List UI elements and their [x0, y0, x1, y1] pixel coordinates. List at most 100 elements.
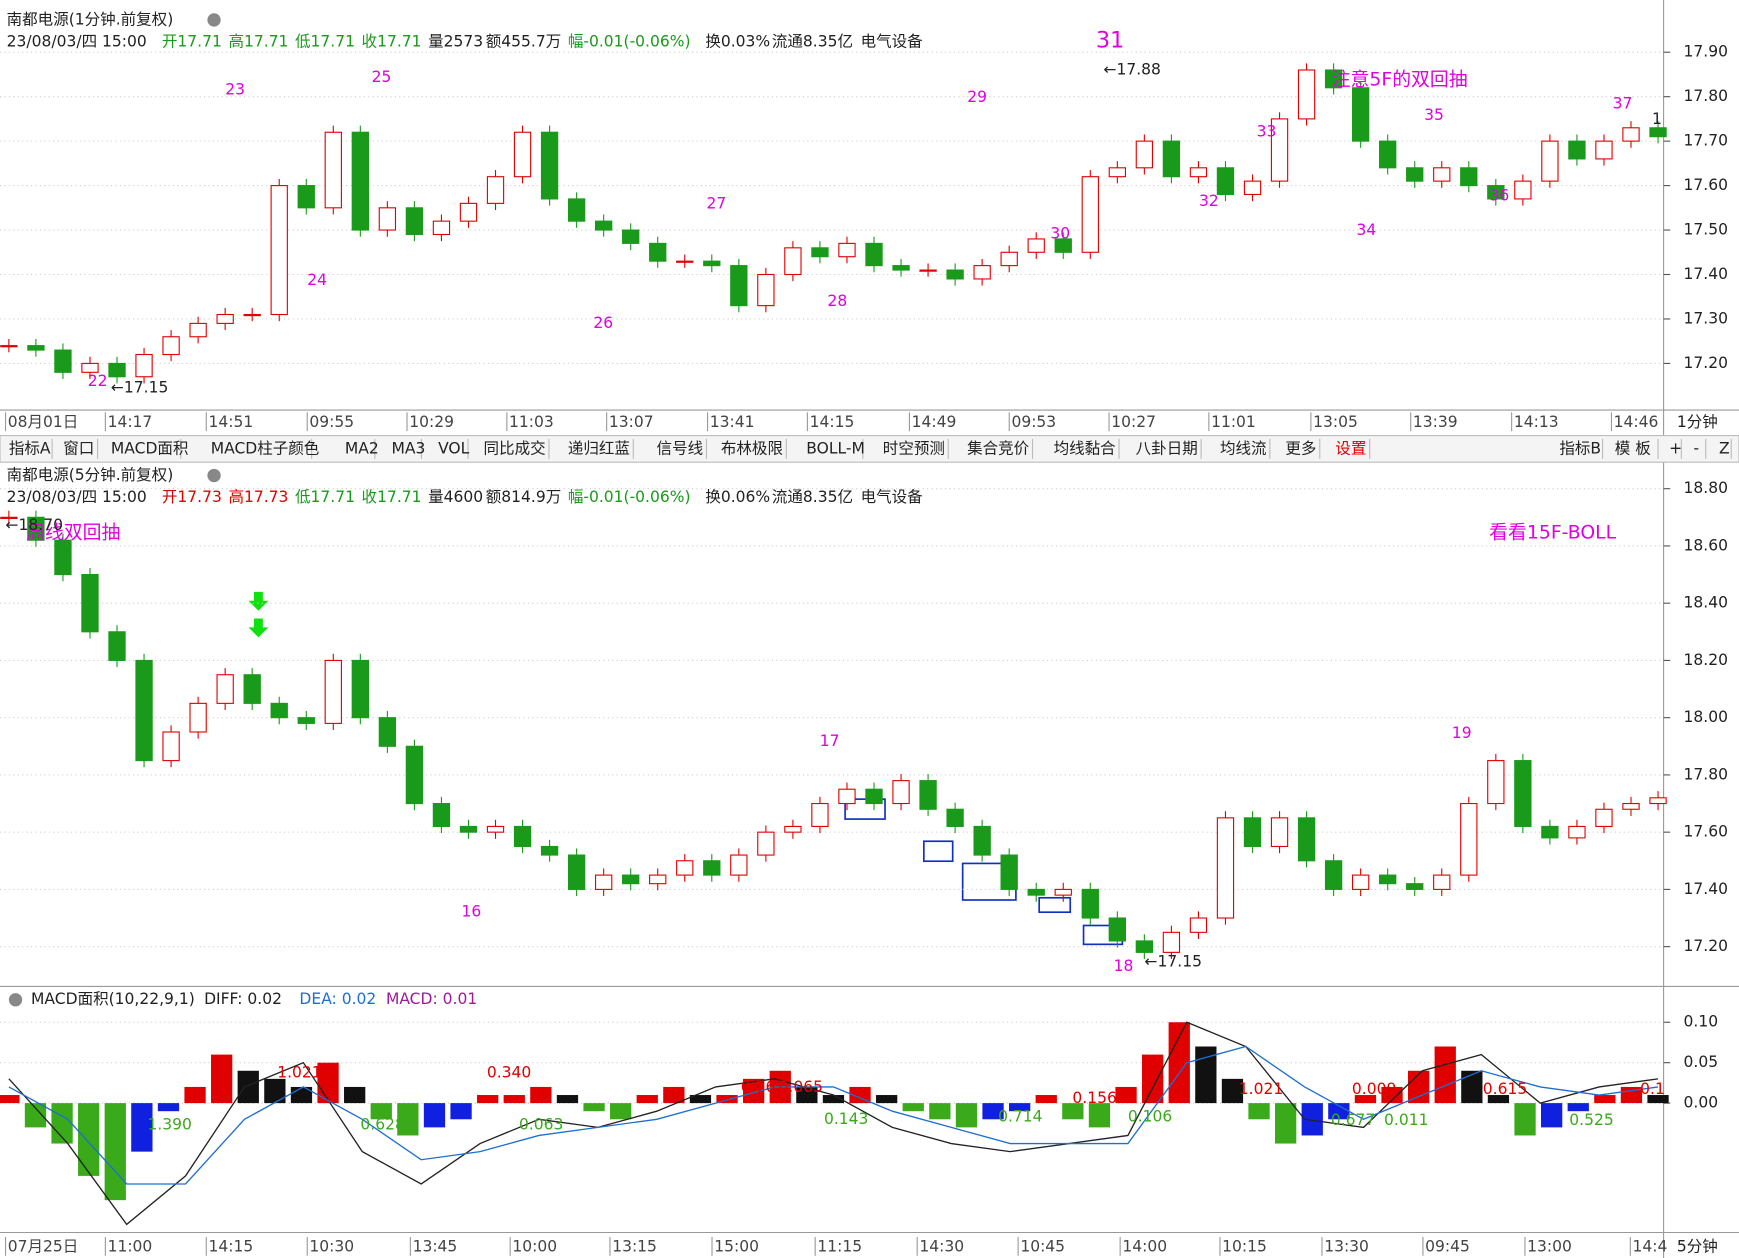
y-tick-label: 17.50 [1684, 221, 1728, 239]
menu-icon[interactable] [207, 468, 221, 483]
toolbar-button[interactable]: 指标A [4, 437, 53, 461]
button-label[interactable]: MACD柱子颜色 [211, 439, 320, 457]
button-label[interactable]: 指标A [9, 439, 51, 457]
panel-info: 换0.03% [705, 33, 770, 51]
price-candle [378, 207, 397, 231]
x-tick-label: 14:15 [810, 413, 855, 431]
button-label[interactable]: 指标B [1559, 439, 1601, 457]
button-label[interactable]: 集合竞价 [967, 439, 1030, 457]
toolbar-button[interactable]: 更多 [1281, 437, 1321, 461]
button-label[interactable]: MA3 [391, 439, 425, 457]
button-label[interactable]: 窗口 [63, 439, 94, 457]
toolbar-button[interactable]: BOLL-M [802, 437, 865, 461]
y-tick-label: 0.05 [1684, 1053, 1719, 1071]
menu-icon[interactable] [8, 993, 23, 1007]
price-candle [189, 702, 207, 733]
annotation: 0.340 [487, 1063, 531, 1081]
toolbar-button[interactable]: 设置 [1331, 437, 1371, 461]
price-candle [1216, 167, 1235, 196]
price-candle [1270, 118, 1289, 182]
button-label[interactable]: 信号线 [657, 439, 704, 457]
toolbar-button[interactable]: 时空预测 [878, 437, 949, 461]
toolbar-button[interactable]: 递归红蓝 [563, 437, 634, 461]
button-label[interactable]: - [1694, 439, 1700, 457]
toolbar-button[interactable]: 窗口 [59, 437, 99, 461]
toolbar-button[interactable]: 均线黏合 [1049, 437, 1120, 461]
annotation: 18 [1114, 957, 1134, 975]
annotation: 1.390 [147, 1115, 191, 1133]
button-label[interactable]: 更多 [1285, 439, 1316, 457]
button-label[interactable]: + [1669, 439, 1682, 457]
button-label[interactable]: 八卦日期 [1136, 439, 1198, 457]
macd-bar [184, 1086, 206, 1104]
price-candle [1324, 860, 1343, 890]
toolbar-button[interactable]: - [1689, 437, 1707, 461]
annotation: 17 [820, 732, 840, 750]
toolbar-button[interactable]: MA2 [340, 437, 379, 461]
annotation: 0.677 [1331, 1111, 1375, 1129]
panel-info: 开17.71 [162, 33, 222, 51]
price-candle [1406, 883, 1424, 890]
button-label[interactable]: VOL [438, 439, 470, 457]
price-candle [892, 265, 910, 271]
macd-bar [104, 1103, 126, 1201]
x-tick-label: 11:01 [1211, 413, 1256, 431]
x-tick-label: 13:45 [413, 1237, 458, 1255]
macd-bar [716, 1095, 738, 1104]
button-label[interactable]: 布林极限 [721, 439, 783, 457]
price-candle [216, 674, 234, 704]
toolbar-button[interactable]: 模 板 [1610, 437, 1659, 461]
menu-icon[interactable] [207, 13, 221, 27]
annotation: 24 [307, 271, 327, 289]
x-tick-label: 14:17 [108, 413, 153, 431]
toolbar-button[interactable]: 同比成交 [479, 437, 550, 461]
price-candle [1649, 797, 1667, 805]
button-label[interactable]: MACD面积 [111, 439, 189, 457]
panel-info: DEA: 0.02 [299, 990, 376, 1008]
button-label[interactable]: 时空预测 [883, 439, 945, 457]
annotation: 23 [225, 80, 245, 98]
toolbar-button[interactable]: 均线流 [1216, 437, 1271, 461]
toolbar-button[interactable]: MACD面积 [106, 437, 188, 461]
x-tick-label: 14:30 [919, 1237, 964, 1255]
macd-bar [131, 1103, 153, 1152]
toolbar-button[interactable]: + [1665, 437, 1682, 461]
macd-bar [450, 1103, 472, 1120]
button-label[interactable]: 模 板 [1615, 439, 1651, 457]
macd-bar [477, 1095, 499, 1104]
x-tick-label: 13:30 [1324, 1237, 1369, 1255]
macd-bar [849, 1086, 871, 1104]
toolbar-button[interactable]: 八卦日期 [1131, 437, 1202, 461]
button-label[interactable]: 递归红蓝 [568, 439, 630, 457]
price-candle [297, 185, 315, 209]
button-label[interactable]: 均线黏合 [1054, 439, 1117, 457]
annotation: 35 [1424, 106, 1444, 124]
toolbar-button[interactable]: Z [1715, 437, 1732, 461]
price-candle [703, 260, 721, 267]
price-candle [1297, 817, 1316, 862]
annotation: 27 [707, 194, 727, 212]
x-tick-label: 14:46 [1614, 413, 1659, 431]
price-candle [757, 273, 775, 307]
panel-info: 23/08/03/四 15:00 [7, 33, 147, 51]
button-label[interactable]: Z [1719, 439, 1730, 457]
macd-bar [663, 1086, 685, 1104]
toolbar-button[interactable]: MA3 [387, 437, 425, 461]
panel-info: 额814.9万 [486, 488, 561, 506]
toolbar-button[interactable]: 布林极限 [716, 437, 787, 461]
macd-bar [610, 1103, 632, 1120]
price-candle [81, 362, 99, 373]
toolbar-button[interactable]: MACD柱子颜色 [206, 437, 319, 461]
price-candle [973, 265, 991, 280]
toolbar-button[interactable]: VOL [434, 437, 470, 461]
button-label[interactable]: 设置 [1335, 439, 1366, 457]
toolbar-button[interactable]: 指标B [1555, 437, 1604, 461]
panel-info: 流通8.35亿 [772, 33, 853, 51]
button-label[interactable]: BOLL-M [806, 439, 865, 457]
button-label[interactable]: 均线流 [1220, 439, 1267, 457]
button-label[interactable]: MA2 [345, 439, 379, 457]
price-candle [324, 131, 342, 209]
toolbar-button[interactable]: 信号线 [652, 437, 708, 461]
toolbar-button[interactable]: 集合竞价 [963, 437, 1034, 461]
button-label[interactable]: 同比成交 [484, 439, 546, 457]
